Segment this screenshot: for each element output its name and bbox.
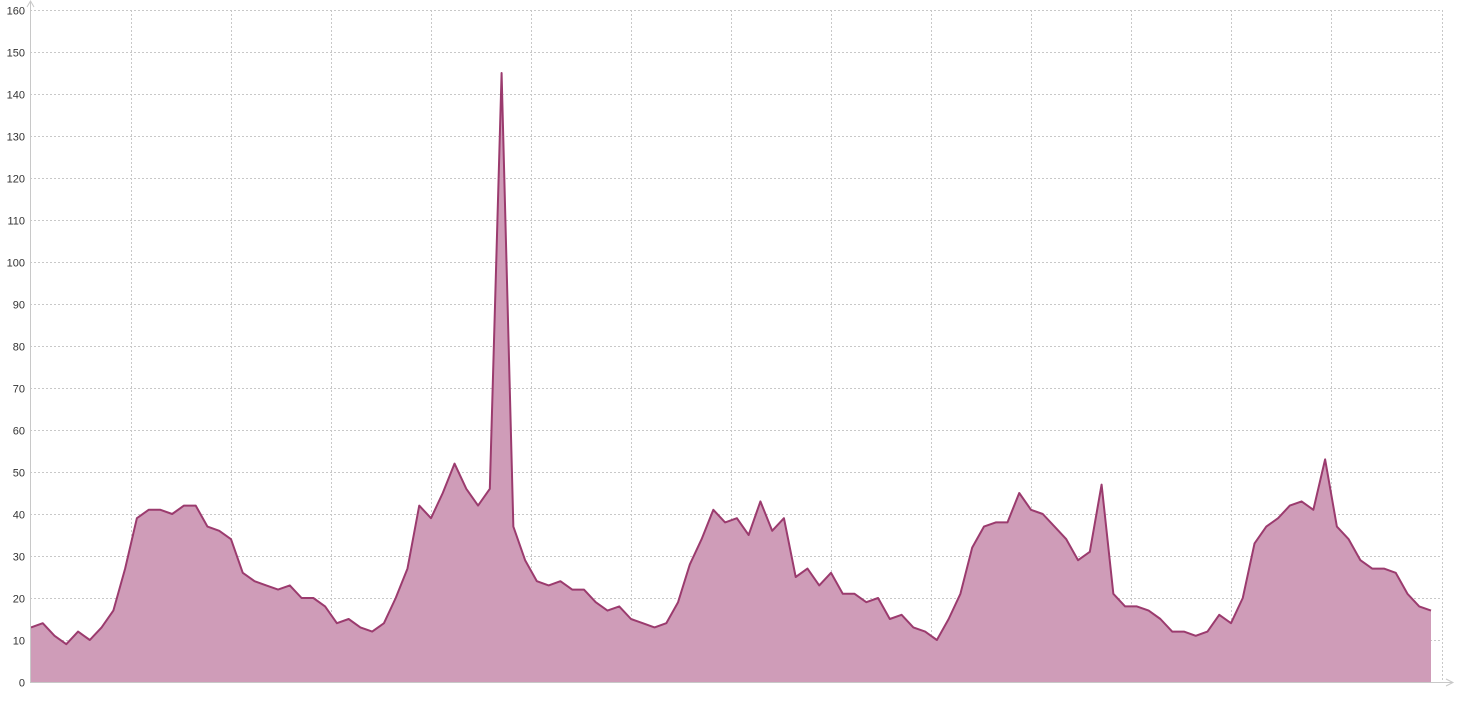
y-tick-label: 40 [13,510,25,522]
y-tick-label: 80 [13,342,25,354]
y-tick-label: 0 [19,678,25,690]
series-area [31,73,1431,682]
y-tick-label: 10 [13,636,25,648]
y-tick-label: 70 [13,384,25,396]
y-tick-label: 60 [13,426,25,438]
y-tick-label: 30 [13,552,25,564]
y-tick-label: 130 [7,132,25,144]
axes [26,0,1455,687]
y-tick-labels: 0 10 20 30 40 50 60 70 80 90 100 110 120 130 140 150 160 [7,6,25,690]
series-layer [30,72,1432,682]
y-tick-label: 50 [13,468,25,480]
y-tick-label: 120 [7,174,25,186]
y-tick-label: 140 [7,90,25,102]
y-tick-label: 150 [7,48,25,60]
y-tick-label: 20 [13,594,25,606]
y-tick-label: 160 [7,6,25,18]
y-tick-label: 100 [7,258,25,270]
y-axis-arrow-icon [26,0,35,8]
series-line [30,72,1432,646]
y-tick-label: 110 [7,216,25,228]
y-tick-label: 90 [13,300,25,312]
x-axis-arrow-icon [1445,678,1455,687]
